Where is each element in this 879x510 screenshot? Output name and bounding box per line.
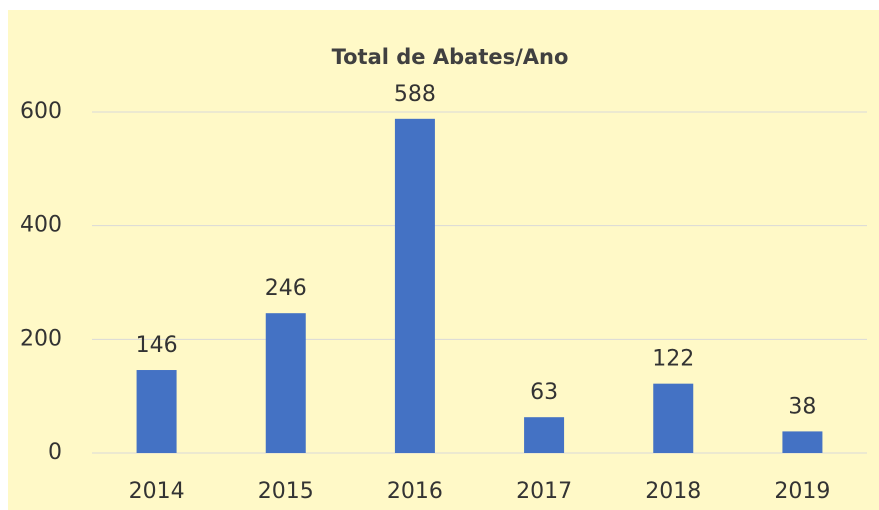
data-label: 146	[136, 333, 178, 358]
data-label: 38	[788, 394, 816, 419]
x-tick-label: 2016	[387, 479, 443, 504]
x-tick-label: 2015	[258, 479, 314, 504]
data-label: 63	[530, 380, 558, 405]
bar	[653, 383, 694, 453]
y-tick-label: 200	[20, 326, 62, 351]
data-label: 246	[265, 276, 307, 301]
x-tick-label: 2014	[129, 479, 185, 504]
y-tick-label: 0	[48, 440, 62, 465]
data-label: 122	[652, 347, 694, 372]
y-tick-label: 400	[20, 213, 62, 238]
x-tick-label: 2017	[516, 479, 572, 504]
bar	[265, 313, 306, 453]
y-tick-label: 600	[20, 99, 62, 124]
x-tick-label: 2019	[774, 479, 830, 504]
bar	[394, 118, 435, 453]
x-tick-label: 2018	[645, 479, 701, 504]
bar	[524, 417, 565, 453]
bar	[782, 431, 823, 453]
bar	[136, 370, 177, 453]
chart-title: Total de Abates/Ano	[332, 45, 569, 69]
data-label: 588	[394, 82, 436, 107]
